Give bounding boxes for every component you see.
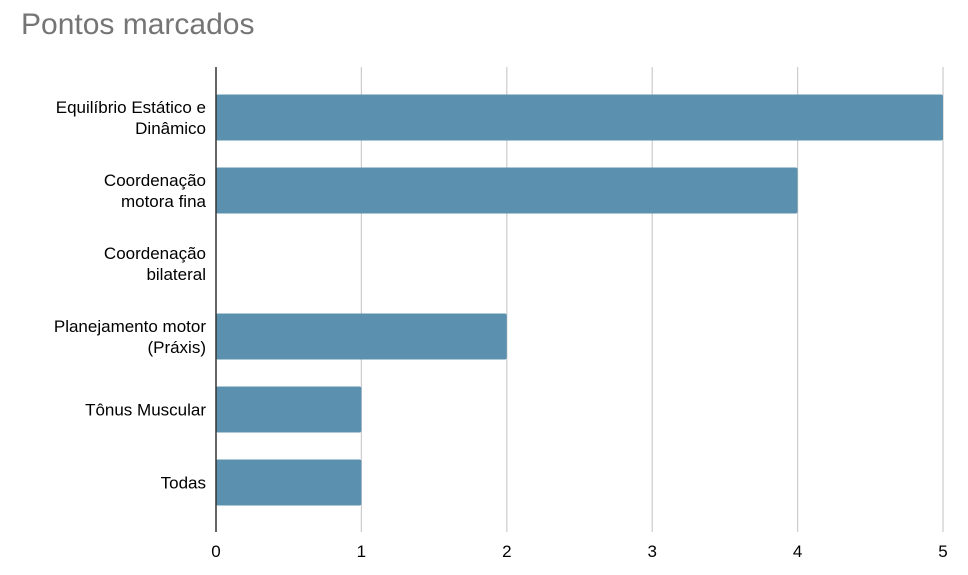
bar [216,94,943,141]
x-tick-label: 4 [793,542,802,561]
category-label: Todas [161,474,206,493]
category-label: Equilíbrio Estático e [56,98,206,117]
category-labels: Equilíbrio Estático e Dinâmico Coordenação… [54,98,207,493]
x-tick-label: 0 [211,542,220,561]
x-tick-label: 2 [502,542,511,561]
category-label: motora fina [121,192,207,211]
category-label: Coordenação [104,171,206,190]
category-label: (Práxis) [147,338,206,357]
category-label: Dinâmico [135,119,206,138]
x-tick-label: 5 [938,542,947,561]
chart-title: Pontos marcados [21,8,255,41]
bar [216,167,798,214]
bar [216,386,362,433]
bars [216,94,943,506]
x-tick-labels: 0 1 2 3 4 5 [211,542,947,561]
bar [216,459,362,506]
category-label: bilateral [146,265,206,284]
x-tick-label: 3 [647,542,656,561]
category-label: Coordenação [104,244,206,263]
grid-lines [360,67,944,532]
category-label: Tônus Muscular [85,401,206,420]
x-tick-label: 1 [357,542,366,561]
bar [216,313,507,360]
category-label: Planejamento motor [54,317,206,336]
